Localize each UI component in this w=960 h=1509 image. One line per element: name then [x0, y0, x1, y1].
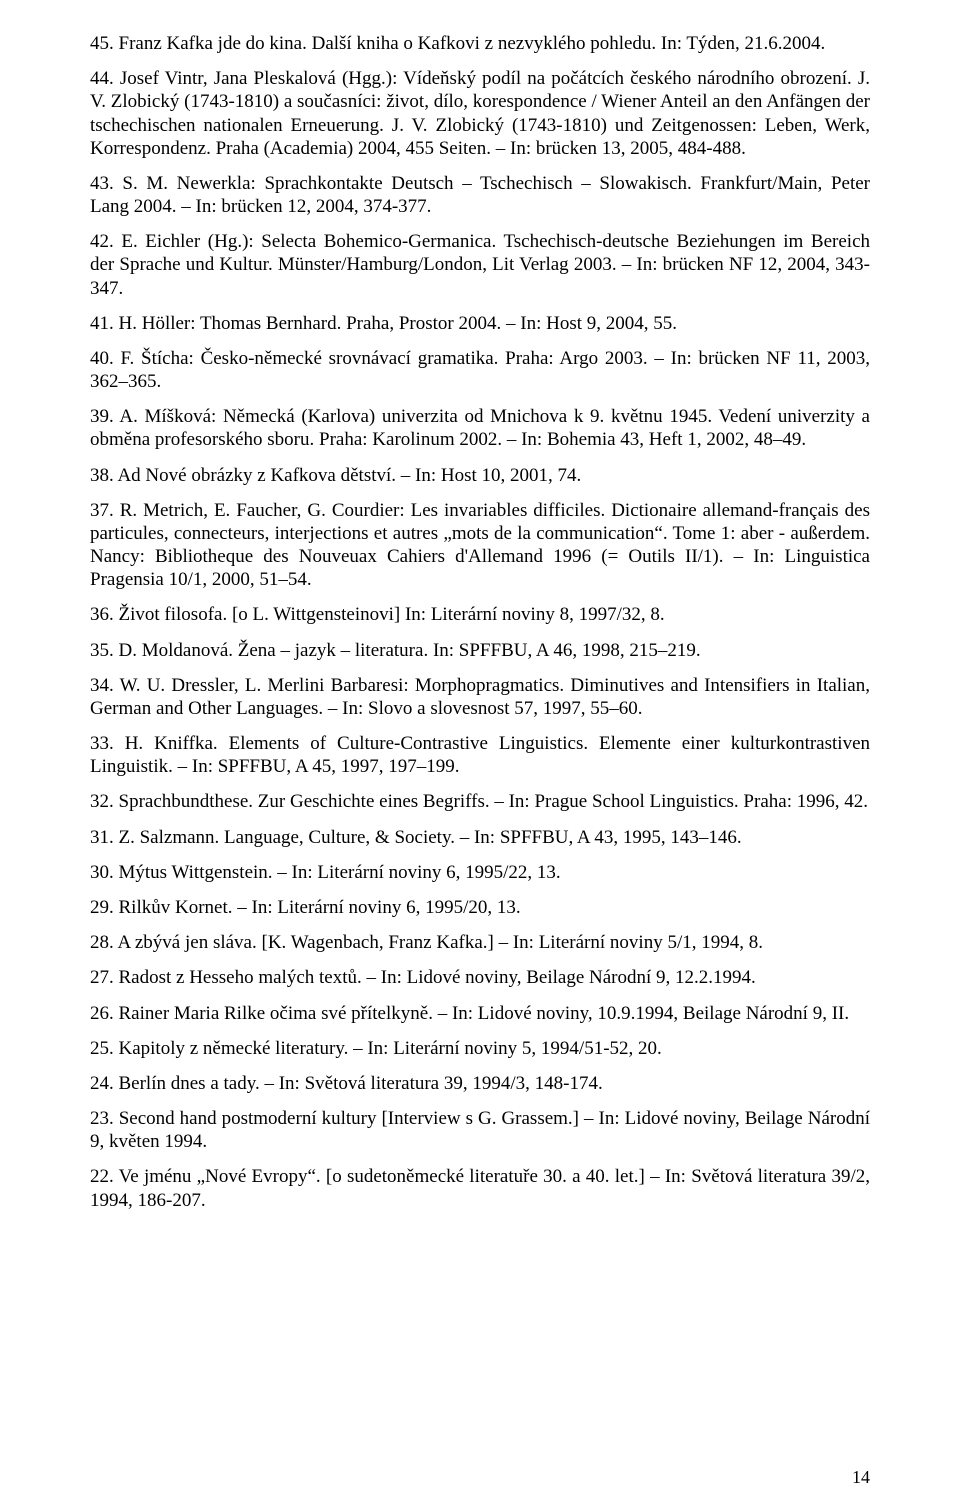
bibliography-entry: 34. W. U. Dressler, L. Merlini Barbaresi…	[90, 674, 870, 720]
bibliography-entry: 32. Sprachbundthese. Zur Geschichte eine…	[90, 790, 870, 813]
bibliography-entry: 23. Second hand postmoderní kultury [Int…	[90, 1107, 870, 1153]
page-number: 14	[852, 1467, 870, 1489]
bibliography-entry: 45. Franz Kafka jde do kina. Další kniha…	[90, 32, 870, 55]
bibliography-entry: 42. E. Eichler (Hg.): Selecta Bohemico-G…	[90, 230, 870, 300]
bibliography-entry: 22. Ve jménu „Nové Evropy“. [o sudetoněm…	[90, 1165, 870, 1211]
bibliography-entry: 31. Z. Salzmann. Language, Culture, & So…	[90, 826, 870, 849]
bibliography-entry: 36. Život filosofa. [o L. Wittgensteinov…	[90, 603, 870, 626]
bibliography-entry: 40. F. Štícha: Česko-německé srovnávací …	[90, 347, 870, 393]
bibliography-entry: 38. Ad Nové obrázky z Kafkova dětství. –…	[90, 464, 870, 487]
bibliography-entry: 29. Rilkův Kornet. – In: Literární novin…	[90, 896, 870, 919]
bibliography-entry: 27. Radost z Hesseho malých textů. – In:…	[90, 966, 870, 989]
bibliography-entry: 37. R. Metrich, E. Faucher, G. Courdier:…	[90, 499, 870, 592]
bibliography-entry: 26. Rainer Maria Rilke očima své přítelk…	[90, 1002, 870, 1025]
bibliography-entry: 25. Kapitoly z německé literatury. – In:…	[90, 1037, 870, 1060]
bibliography-entry: 24. Berlín dnes a tady. – In: Světová li…	[90, 1072, 870, 1095]
bibliography-entry: 41. H. Höller: Thomas Bernhard. Praha, P…	[90, 312, 870, 335]
bibliography-list: 45. Franz Kafka jde do kina. Další kniha…	[90, 32, 870, 1212]
bibliography-entry: 39. A. Míšková: Německá (Karlova) univer…	[90, 405, 870, 451]
bibliography-entry: 33. H. Kniffka. Elements of Culture-Cont…	[90, 732, 870, 778]
bibliography-entry: 30. Mýtus Wittgenstein. – In: Literární …	[90, 861, 870, 884]
bibliography-entry: 44. Josef Vintr, Jana Pleskalová (Hgg.):…	[90, 67, 870, 160]
bibliography-entry: 28. A zbývá jen sláva. [K. Wagenbach, Fr…	[90, 931, 870, 954]
bibliography-entry: 43. S. M. Newerkla: Sprachkontakte Deuts…	[90, 172, 870, 218]
bibliography-entry: 35. D. Moldanová. Žena – jazyk – literat…	[90, 639, 870, 662]
